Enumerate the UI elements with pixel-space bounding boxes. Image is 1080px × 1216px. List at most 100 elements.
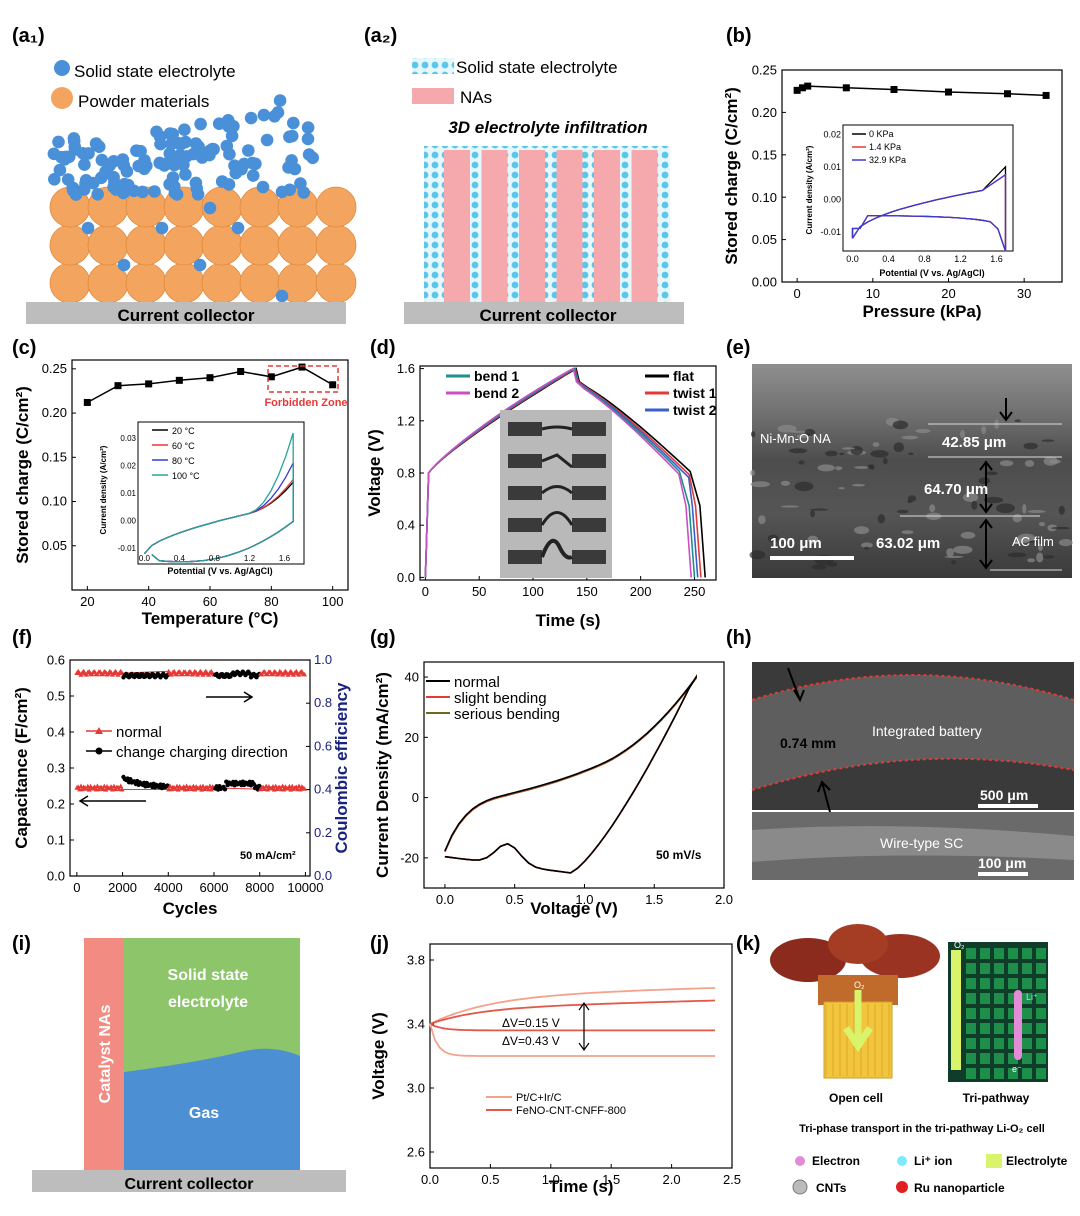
electrolyte-particle (95, 153, 109, 167)
double-arrow-icon (979, 460, 993, 514)
y2-tick-label: 0.6 (314, 738, 332, 753)
cnt-cell (1036, 1068, 1046, 1079)
x-tick-label: 1.0 (542, 1172, 560, 1187)
sem-grain (901, 435, 919, 440)
device-strip (540, 511, 574, 526)
sem-grain (1027, 558, 1036, 563)
cnt-cell (1036, 1008, 1046, 1019)
cnt-cell (1008, 1038, 1018, 1049)
panel-a2: (a₂) Solid state electrolyte NAs 3D elec… (364, 25, 684, 325)
x-tick-label: 4000 (154, 880, 183, 895)
cnt-cell (994, 963, 1004, 974)
x-tick-label: 0.5 (506, 892, 524, 907)
clip-right (572, 422, 606, 436)
y-tick-label: 0.15 (752, 147, 777, 162)
data-point-normal (119, 787, 125, 792)
arrow-right-icon (206, 691, 254, 703)
cnt-cell (980, 1023, 990, 1034)
gas-flow-arrow-icon (843, 990, 873, 1053)
panel-i-label: (i) (12, 933, 31, 955)
electrolyte-particle (117, 258, 131, 272)
sem-grain (758, 515, 766, 525)
y-tick-label: 20 (405, 730, 419, 745)
x-tick-label: 40 (141, 594, 155, 609)
electrolyte-particle (153, 156, 166, 170)
cnt-cell (980, 948, 990, 959)
legend-ru: Ru nanoparticle (914, 1181, 1005, 1195)
data-point (1042, 91, 1050, 99)
data-point (298, 363, 306, 371)
scale-bar-100 (978, 872, 1028, 876)
y2-tick-label: 1.0 (314, 652, 332, 667)
legend-li-ion: Li⁺ ion (914, 1154, 952, 1168)
legend-cnts: CNTs (816, 1181, 847, 1195)
ru-particle-icon (896, 1181, 908, 1193)
inset-y-tick: 0.00 (120, 517, 136, 526)
inset-y-tick: 0.03 (120, 434, 136, 443)
inset-x-tick: 0.0 (846, 254, 859, 264)
inset-c-cv-curves: 0.0 0.4 0.8 1.2 1.6 -0.01 0.00 0.01 0.02 0.03 (118, 432, 294, 563)
y-tick-label: 0.5 (47, 689, 65, 704)
electrolyte-particle (179, 168, 192, 181)
panel-j: (j) 0.0 0.5 1.0 1.5 2.0 2.5 2.6 3.0 3.4 3.8 Time (… (369, 933, 741, 1196)
sem-grain (1024, 460, 1035, 467)
y2-tick-label: 0.2 (314, 825, 332, 840)
mini-e-label: e⁻ (1012, 1064, 1022, 1074)
electrolyte-particle (220, 139, 234, 153)
x-axis-title: Voltage (V) (530, 899, 618, 918)
inset-c-legend-3: 100 °C (172, 471, 200, 481)
x-axis-title: Temperature (°C) (142, 609, 279, 628)
panel-e-label: (e) (726, 337, 750, 359)
bending-photo-clips (508, 422, 606, 564)
cnt-cell (1022, 1053, 1032, 1064)
cnt-cell (1036, 1038, 1046, 1049)
panel-b-label: (b) (726, 25, 752, 47)
data-point-normal (94, 671, 100, 677)
cnt-cell (994, 978, 1004, 989)
inset-y-tick: 0.01 (823, 162, 841, 172)
sem-grain (971, 500, 978, 510)
x-tick-label: 1.5 (602, 1172, 620, 1187)
sem-grain (781, 505, 799, 508)
y-tick-label: 0.15 (42, 449, 67, 464)
electrolyte-particle (52, 135, 65, 149)
sem-grain (750, 481, 770, 488)
powder-sphere (49, 262, 91, 304)
sem-grain (946, 548, 954, 557)
sem-grain (1038, 522, 1046, 527)
panel-h: (h) 0.74 mm Integrated battery 500 μm Wi… (726, 627, 1075, 880)
forbidden-zone-box (267, 365, 339, 393)
sem-grain (867, 464, 873, 469)
scale-text: 100 μm (770, 535, 822, 552)
legend-normal: normal (116, 724, 162, 741)
current-collector-label: Current collector (125, 1176, 254, 1193)
panel-d: (d) 0 50 100 150 200 250 0.0 0.4 0.8 1.2 1.6 Time (… (365, 337, 717, 630)
electrolyte-particle (237, 157, 251, 171)
sem-grain (1017, 533, 1035, 542)
cnt-cell (966, 1053, 976, 1064)
x-tick-label: 2.0 (663, 1172, 681, 1187)
legend-change: change charging direction (116, 744, 288, 761)
electrolyte-particle (301, 132, 315, 146)
electrolyte-particle (53, 163, 67, 177)
electrolyte-particle (117, 159, 131, 172)
y-tick-label: 0.25 (752, 63, 777, 78)
panel-e: (e) Ni-Mn-O NA 42.85 μm 64.70 μm 63.02 μ… (726, 337, 1073, 578)
data-point-normal (296, 672, 302, 677)
y-tick-label: 0.8 (397, 466, 415, 481)
cnt-cell (994, 1023, 1004, 1034)
y-axis-title: Voltage (V) (365, 429, 384, 517)
sem-grain (854, 466, 870, 469)
x-tick-label: 0.0 (436, 892, 454, 907)
mini-li-label: Li⁺ (1026, 992, 1038, 1002)
powder-sphere (277, 224, 319, 266)
electrolyte-particle (285, 154, 298, 167)
arrow-down-icon (999, 398, 1013, 422)
inset-b-ylabel: Current density (A/cm²) (805, 145, 814, 234)
y2-tick-label: 0.8 (314, 695, 332, 710)
legend-electrolyte-swatch (412, 58, 454, 74)
y-axis-title: Stored charge (C/cm²) (13, 386, 32, 564)
wire-sc-label: Wire-type SC (880, 835, 963, 851)
cnt-cell (980, 978, 990, 989)
clip-left (508, 422, 542, 436)
